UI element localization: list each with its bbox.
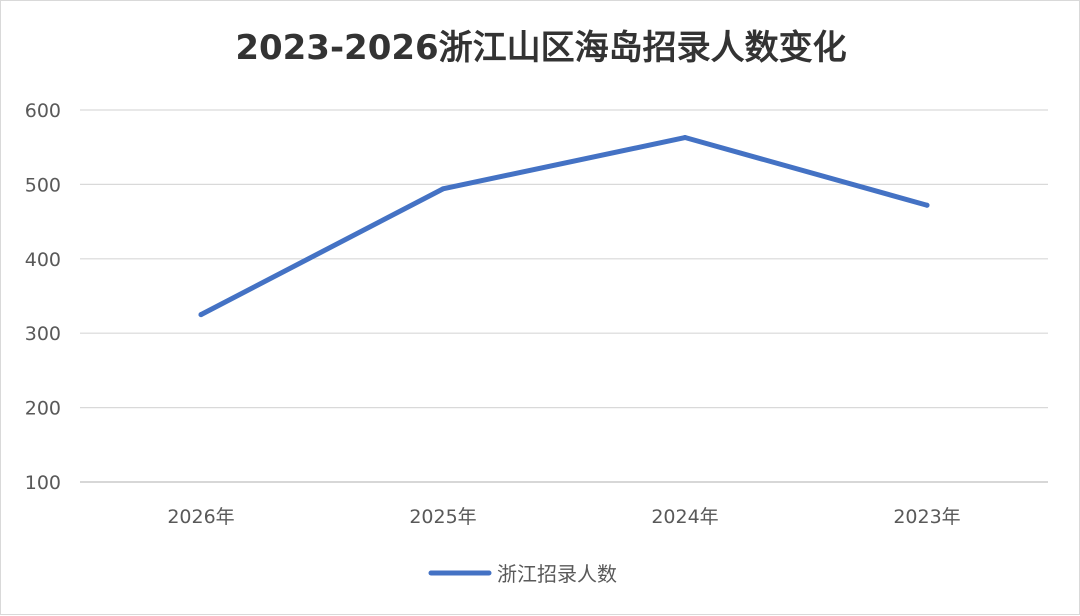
y-axis-ticks: 100 200 300 400 500 600 (25, 100, 61, 494)
series-line (198, 135, 930, 318)
data-point (440, 186, 446, 192)
y-tick-label: 300 (25, 323, 61, 345)
x-axis-ticks: 2026年 2025年 2024年 2023年 (167, 506, 960, 528)
chart-title: 2023-2026浙江山区海岛招录人数变化 (235, 28, 846, 68)
y-tick-label: 100 (25, 472, 61, 494)
data-point (924, 202, 930, 208)
x-tick-label: 2024年 (651, 506, 718, 528)
data-point (198, 312, 204, 318)
x-tick-label: 2023年 (893, 506, 960, 528)
legend-label: 浙江招录人数 (497, 562, 617, 586)
y-tick-label: 500 (25, 174, 61, 196)
grid-lines (80, 109, 1048, 483)
y-tick-label: 400 (25, 249, 61, 271)
x-tick-label: 2025年 (409, 506, 476, 528)
y-tick-label: 200 (25, 398, 61, 420)
legend: 浙江招录人数 (428, 562, 617, 586)
data-point (682, 135, 688, 141)
series-group (198, 135, 930, 318)
y-tick-label: 600 (25, 100, 61, 122)
x-tick-label: 2026年 (167, 506, 234, 528)
